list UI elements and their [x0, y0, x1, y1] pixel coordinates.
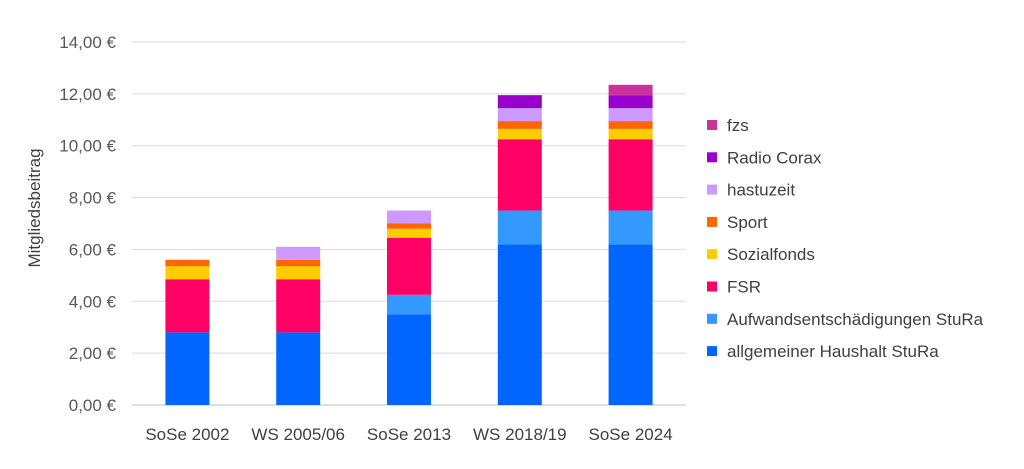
bar-segment: [608, 84, 653, 96]
bar-segment: [608, 95, 653, 109]
bar-segment: [276, 332, 321, 405]
x-category-label: WS 2005/06: [251, 425, 345, 444]
y-tick-label: 6,00 €: [69, 240, 117, 259]
bar-segment: [608, 139, 653, 211]
legend-swatch: [707, 152, 717, 163]
legend-swatch: [707, 120, 717, 130]
y-tick-label: 8,00 €: [69, 189, 117, 208]
y-tick-label: 14,00 €: [59, 33, 116, 52]
bar-segment: [497, 108, 542, 122]
y-axis-title: Mitgliedsbeitrag: [25, 148, 44, 267]
bar-segment: [387, 228, 431, 238]
bar-segment: [497, 244, 542, 405]
legend-swatch: [707, 249, 717, 260]
y-tick-labels: 0,00 € 2,00 € 4,00 € 6,00 € 8,00 € 10,00 € 12,…: [59, 33, 116, 415]
bar-segment: [165, 259, 210, 267]
bar-segment: [608, 108, 653, 122]
x-category-label: SoSe 2024: [589, 425, 673, 444]
legend-label: allgemeiner Haushalt StuRa: [727, 342, 939, 361]
bar-segment: [276, 279, 321, 333]
x-category-label: SoSe 2002: [145, 425, 229, 444]
bar-segment: [387, 314, 431, 405]
bar-segment: [497, 95, 542, 109]
legend-swatch: [707, 346, 717, 357]
x-category-labels: SoSe 2002 WS 2005/06 SoSe 2013 WS 2018/19 So…: [145, 425, 672, 444]
legend-swatch: [707, 313, 717, 324]
y-tick-label: 12,00 €: [59, 85, 116, 104]
bars: [165, 84, 653, 405]
y-tick-label: 2,00 €: [69, 344, 117, 363]
bar-segment: [608, 244, 653, 405]
legend-label: hastuzeit: [727, 181, 795, 200]
bar-segment: [497, 128, 542, 140]
bar-segment: [165, 266, 210, 280]
bar-segment: [387, 210, 431, 224]
bar-segment: [387, 294, 431, 315]
legend-label: Sport: [727, 213, 768, 232]
bar-segment: [608, 128, 653, 140]
bar-segment: [608, 210, 653, 245]
bar-segment: [387, 223, 431, 229]
x-category-label: WS 2018/19: [473, 425, 567, 444]
bar-segment: [497, 139, 542, 211]
legend: fzs Radio Corax hastuzeit Sport Sozialfonds F…: [707, 116, 984, 361]
legend-label: FSR: [727, 278, 761, 297]
bar-segment: [276, 259, 321, 267]
legend-label: Radio Corax: [727, 148, 822, 167]
y-tick-label: 10,00 €: [59, 137, 116, 156]
legend-label: Aufwandsentschädigungen StuRa: [727, 310, 984, 329]
legend-label: Sozialfonds: [727, 245, 815, 264]
bar-segment: [165, 332, 210, 405]
legend-swatch: [707, 281, 717, 292]
bar-segment: [165, 279, 210, 333]
bar-segment: [276, 266, 321, 280]
y-tick-label: 0,00 €: [69, 396, 117, 415]
bar-segment: [387, 237, 431, 295]
legend-label: fzs: [727, 116, 749, 135]
bar-segment: [497, 210, 542, 245]
bar-segment: [608, 121, 653, 129]
bar-segment: [497, 121, 542, 129]
legend-swatch: [707, 184, 717, 195]
x-category-label: SoSe 2013: [367, 425, 451, 444]
y-tick-label: 4,00 €: [69, 292, 117, 311]
bar-segment: [276, 246, 321, 260]
legend-swatch: [707, 216, 717, 227]
